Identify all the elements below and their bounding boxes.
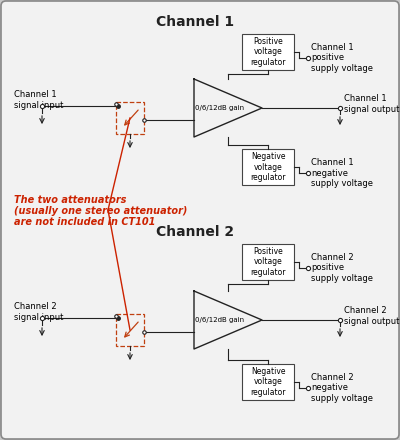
Text: Channel 1: Channel 1 bbox=[156, 15, 234, 29]
Bar bbox=[242, 244, 294, 280]
Bar bbox=[242, 34, 294, 70]
Text: Positive
voltage
regulator: Positive voltage regulator bbox=[250, 37, 286, 67]
Text: are not included in CT101: are not included in CT101 bbox=[14, 217, 155, 227]
Text: Negative
voltage
regulator: Negative voltage regulator bbox=[250, 152, 286, 182]
Bar bbox=[116, 102, 144, 134]
Bar bbox=[116, 314, 144, 346]
Text: Channel 2
signal output: Channel 2 signal output bbox=[344, 306, 399, 326]
Text: Channel 2
positive
supply voltage: Channel 2 positive supply voltage bbox=[311, 253, 373, 283]
Bar bbox=[242, 149, 294, 185]
Text: Channel 1
signal output: Channel 1 signal output bbox=[344, 94, 399, 114]
Text: Channel 1
positive
supply voltage: Channel 1 positive supply voltage bbox=[311, 43, 373, 73]
Text: 0/6/12dB gain: 0/6/12dB gain bbox=[196, 105, 244, 111]
Text: Channel 1
negative
supply voltage: Channel 1 negative supply voltage bbox=[311, 158, 373, 188]
Text: Channel 2: Channel 2 bbox=[156, 225, 234, 239]
Text: Channel 2
negative
supply voltage: Channel 2 negative supply voltage bbox=[311, 373, 373, 403]
Text: Channel 2
signal input: Channel 2 signal input bbox=[14, 302, 63, 322]
Text: Channel 1
signal input: Channel 1 signal input bbox=[14, 90, 63, 110]
Text: 0/6/12dB gain: 0/6/12dB gain bbox=[196, 317, 244, 323]
Text: Negative
voltage
regulator: Negative voltage regulator bbox=[250, 367, 286, 397]
Text: The two attenuators: The two attenuators bbox=[14, 195, 126, 205]
Text: Positive
voltage
regulator: Positive voltage regulator bbox=[250, 247, 286, 277]
Text: (usually one stereo attenuator): (usually one stereo attenuator) bbox=[14, 206, 187, 216]
Bar bbox=[242, 364, 294, 400]
